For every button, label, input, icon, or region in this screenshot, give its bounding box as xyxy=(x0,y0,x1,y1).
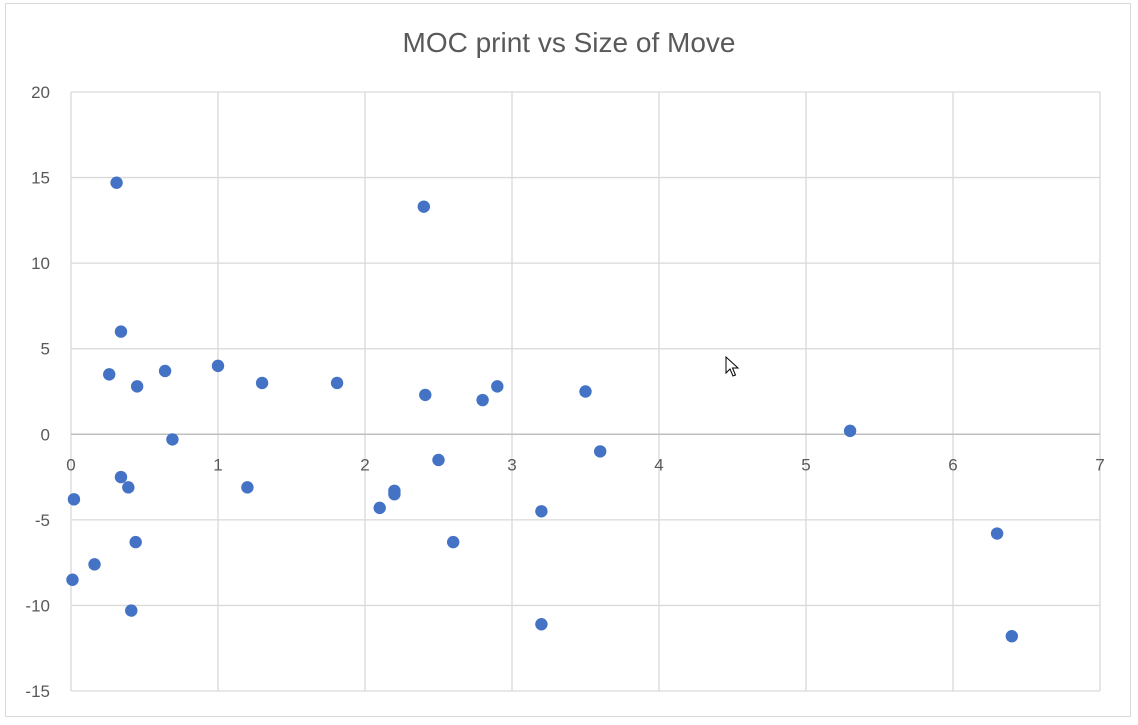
data-point xyxy=(125,604,138,617)
x-axis-tick-labels: 0 1 2 3 4 5 6 7 xyxy=(66,455,1104,474)
y-tick-label: 10 xyxy=(31,254,50,273)
data-point xyxy=(417,200,430,213)
y-tick-label: 20 xyxy=(31,83,50,102)
data-point xyxy=(388,487,401,501)
x-tick-label: 2 xyxy=(360,455,369,474)
data-point xyxy=(535,618,548,631)
y-tick-label: 0 xyxy=(41,425,50,444)
data-point xyxy=(114,470,128,484)
data-point xyxy=(110,176,123,189)
data-point xyxy=(432,453,445,467)
mouse-pointer-icon xyxy=(725,355,740,377)
x-tick-label: 0 xyxy=(66,455,75,474)
data-point xyxy=(114,325,128,338)
data-point xyxy=(166,433,179,446)
data-point xyxy=(158,364,172,378)
data-point xyxy=(255,376,269,390)
x-tick-label: 5 xyxy=(801,455,810,474)
data-point xyxy=(130,380,144,393)
data-point xyxy=(594,445,607,458)
data-point xyxy=(843,424,857,438)
horizontal-gridlines xyxy=(71,91,1100,692)
y-tick-label: -10 xyxy=(25,596,50,615)
data-point xyxy=(67,493,81,506)
y-tick-label: -15 xyxy=(25,682,50,701)
data-point xyxy=(535,505,548,518)
data-point xyxy=(1005,630,1018,643)
data-point xyxy=(88,558,101,571)
data-point xyxy=(447,535,460,549)
data-point xyxy=(66,573,79,586)
data-point xyxy=(211,359,225,373)
y-tick-label: -5 xyxy=(35,511,50,530)
data-point xyxy=(419,388,432,402)
vertical-gridlines xyxy=(70,92,1101,691)
chart-title: MOC print vs Size of Move xyxy=(403,27,736,58)
y-axis-tick-labels: 20 15 10 5 0 -5 -10 -15 xyxy=(25,83,50,701)
x-tick-label: 6 xyxy=(948,455,957,474)
data-point xyxy=(579,385,592,398)
data-point xyxy=(129,535,142,549)
data-point xyxy=(990,527,1004,540)
data-point xyxy=(373,501,386,515)
data-point xyxy=(122,481,135,494)
data-point xyxy=(330,376,344,390)
data-points xyxy=(66,176,1018,643)
data-point xyxy=(491,380,504,393)
chart-area xyxy=(5,3,1131,717)
data-point xyxy=(241,481,254,494)
data-point xyxy=(476,393,489,407)
data-point xyxy=(103,368,116,381)
x-tick-label: 4 xyxy=(654,455,663,474)
x-tick-label: 1 xyxy=(213,455,222,474)
y-tick-label: 15 xyxy=(31,169,50,188)
x-tick-label: 7 xyxy=(1095,455,1104,474)
y-tick-label: 5 xyxy=(41,340,50,359)
x-tick-label: 3 xyxy=(507,455,516,474)
